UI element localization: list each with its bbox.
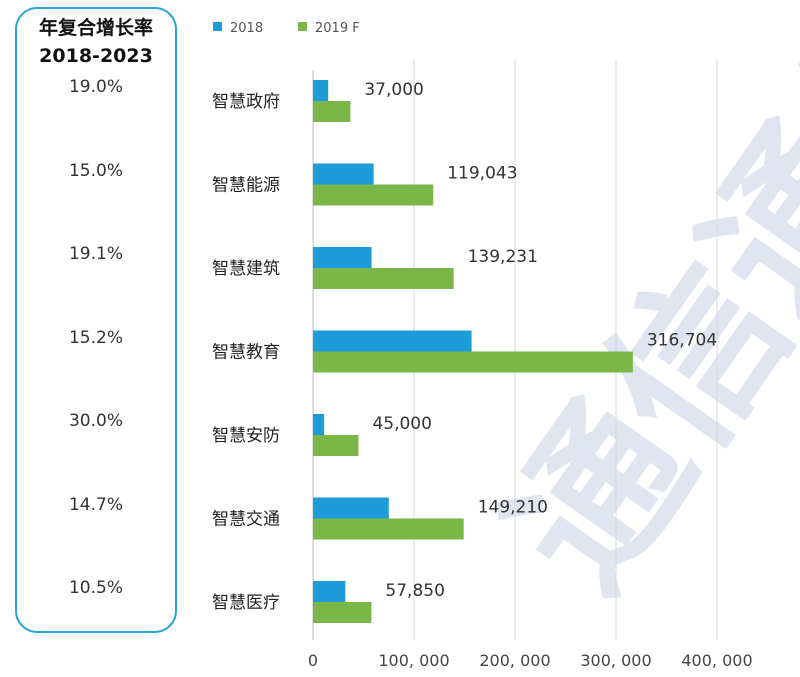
data-label-1: 37,000 [364,80,423,100]
bar-2019f-7 [313,602,372,623]
cagr-value-5: 30.0% [68,411,123,431]
x-tick-label-5: 400, 000 [681,651,752,670]
bar-2018-6 [313,497,389,519]
cagr-value-6: 14.7% [68,494,123,515]
data-label-4: 316,704 [647,331,717,351]
cagr-value-3: 19.1% [68,244,123,264]
cagr-value-1: 19.0% [68,77,123,97]
bars [313,80,633,623]
data-label-5: 45,000 [372,414,431,434]
legend-swatch-2 [298,22,307,31]
bar-2018-3 [313,247,372,268]
data-label-3: 139,231 [468,247,538,267]
data-label-2: 119,043 [447,164,517,184]
watermark-text: 通信通信 [471,0,800,624]
bar-2018-1 [313,80,329,101]
x-axis-ticks: 0 100, 000 200, 000 300, 000 400, 000 [308,651,753,670]
bar-2019f-4 [313,351,633,373]
bar-2018-4 [313,330,472,352]
category-label-2: 智慧能源 [212,176,280,196]
x-tick-label-3: 200, 000 [479,651,550,670]
legend-label-1: 2018 [230,21,263,36]
category-label-6: 智慧交通 [212,510,280,530]
category-label-3: 智慧建筑 [212,259,280,279]
bar-2018-5 [313,414,325,435]
cagr-value-7: 10.5% [68,578,123,598]
category-label-5: 智慧安防 [212,426,280,446]
cagr-value-4: 15.2% [68,327,123,348]
x-tick-label-1: 0 [308,651,318,670]
grid-lines [312,60,718,640]
bar-2019f-1 [313,101,351,122]
bar-2019f-5 [313,435,359,456]
legend-label-2: 2019 F [315,21,360,36]
category-label-7: 智慧医疗 [212,593,280,613]
category-label-1: 智慧政府 [212,92,280,112]
legend: 2018 2019 F [213,21,360,36]
cagr-period: 2018-2023 [39,45,153,67]
cagr-title: 年复合增长率 [38,17,153,39]
data-label-6: 149,210 [478,498,548,518]
bar-2018-2 [313,163,374,185]
legend-swatch-1 [213,22,222,31]
x-tick-label-2: 100, 000 [378,651,449,670]
bar-2019f-6 [313,518,464,540]
bar-2019f-3 [313,268,454,289]
x-tick-label-4: 300, 000 [580,651,651,670]
bar-2018-7 [313,581,346,602]
data-label-7: 57,850 [385,581,444,601]
labels: 智慧政府 37,000 智慧能源 119,043 智慧建筑 139,231 智慧教育 316,… [212,80,717,613]
watermark: 通信通信 [471,0,800,624]
category-label-4: 智慧教育 [212,343,280,363]
cagr-value-2: 15.0% [68,160,123,181]
bar-2019f-2 [313,184,434,206]
cagr-panel: 年复合增长率 2018-2023 19.0% 15.0% 19.1% 15.2% 30.… [15,7,177,633]
